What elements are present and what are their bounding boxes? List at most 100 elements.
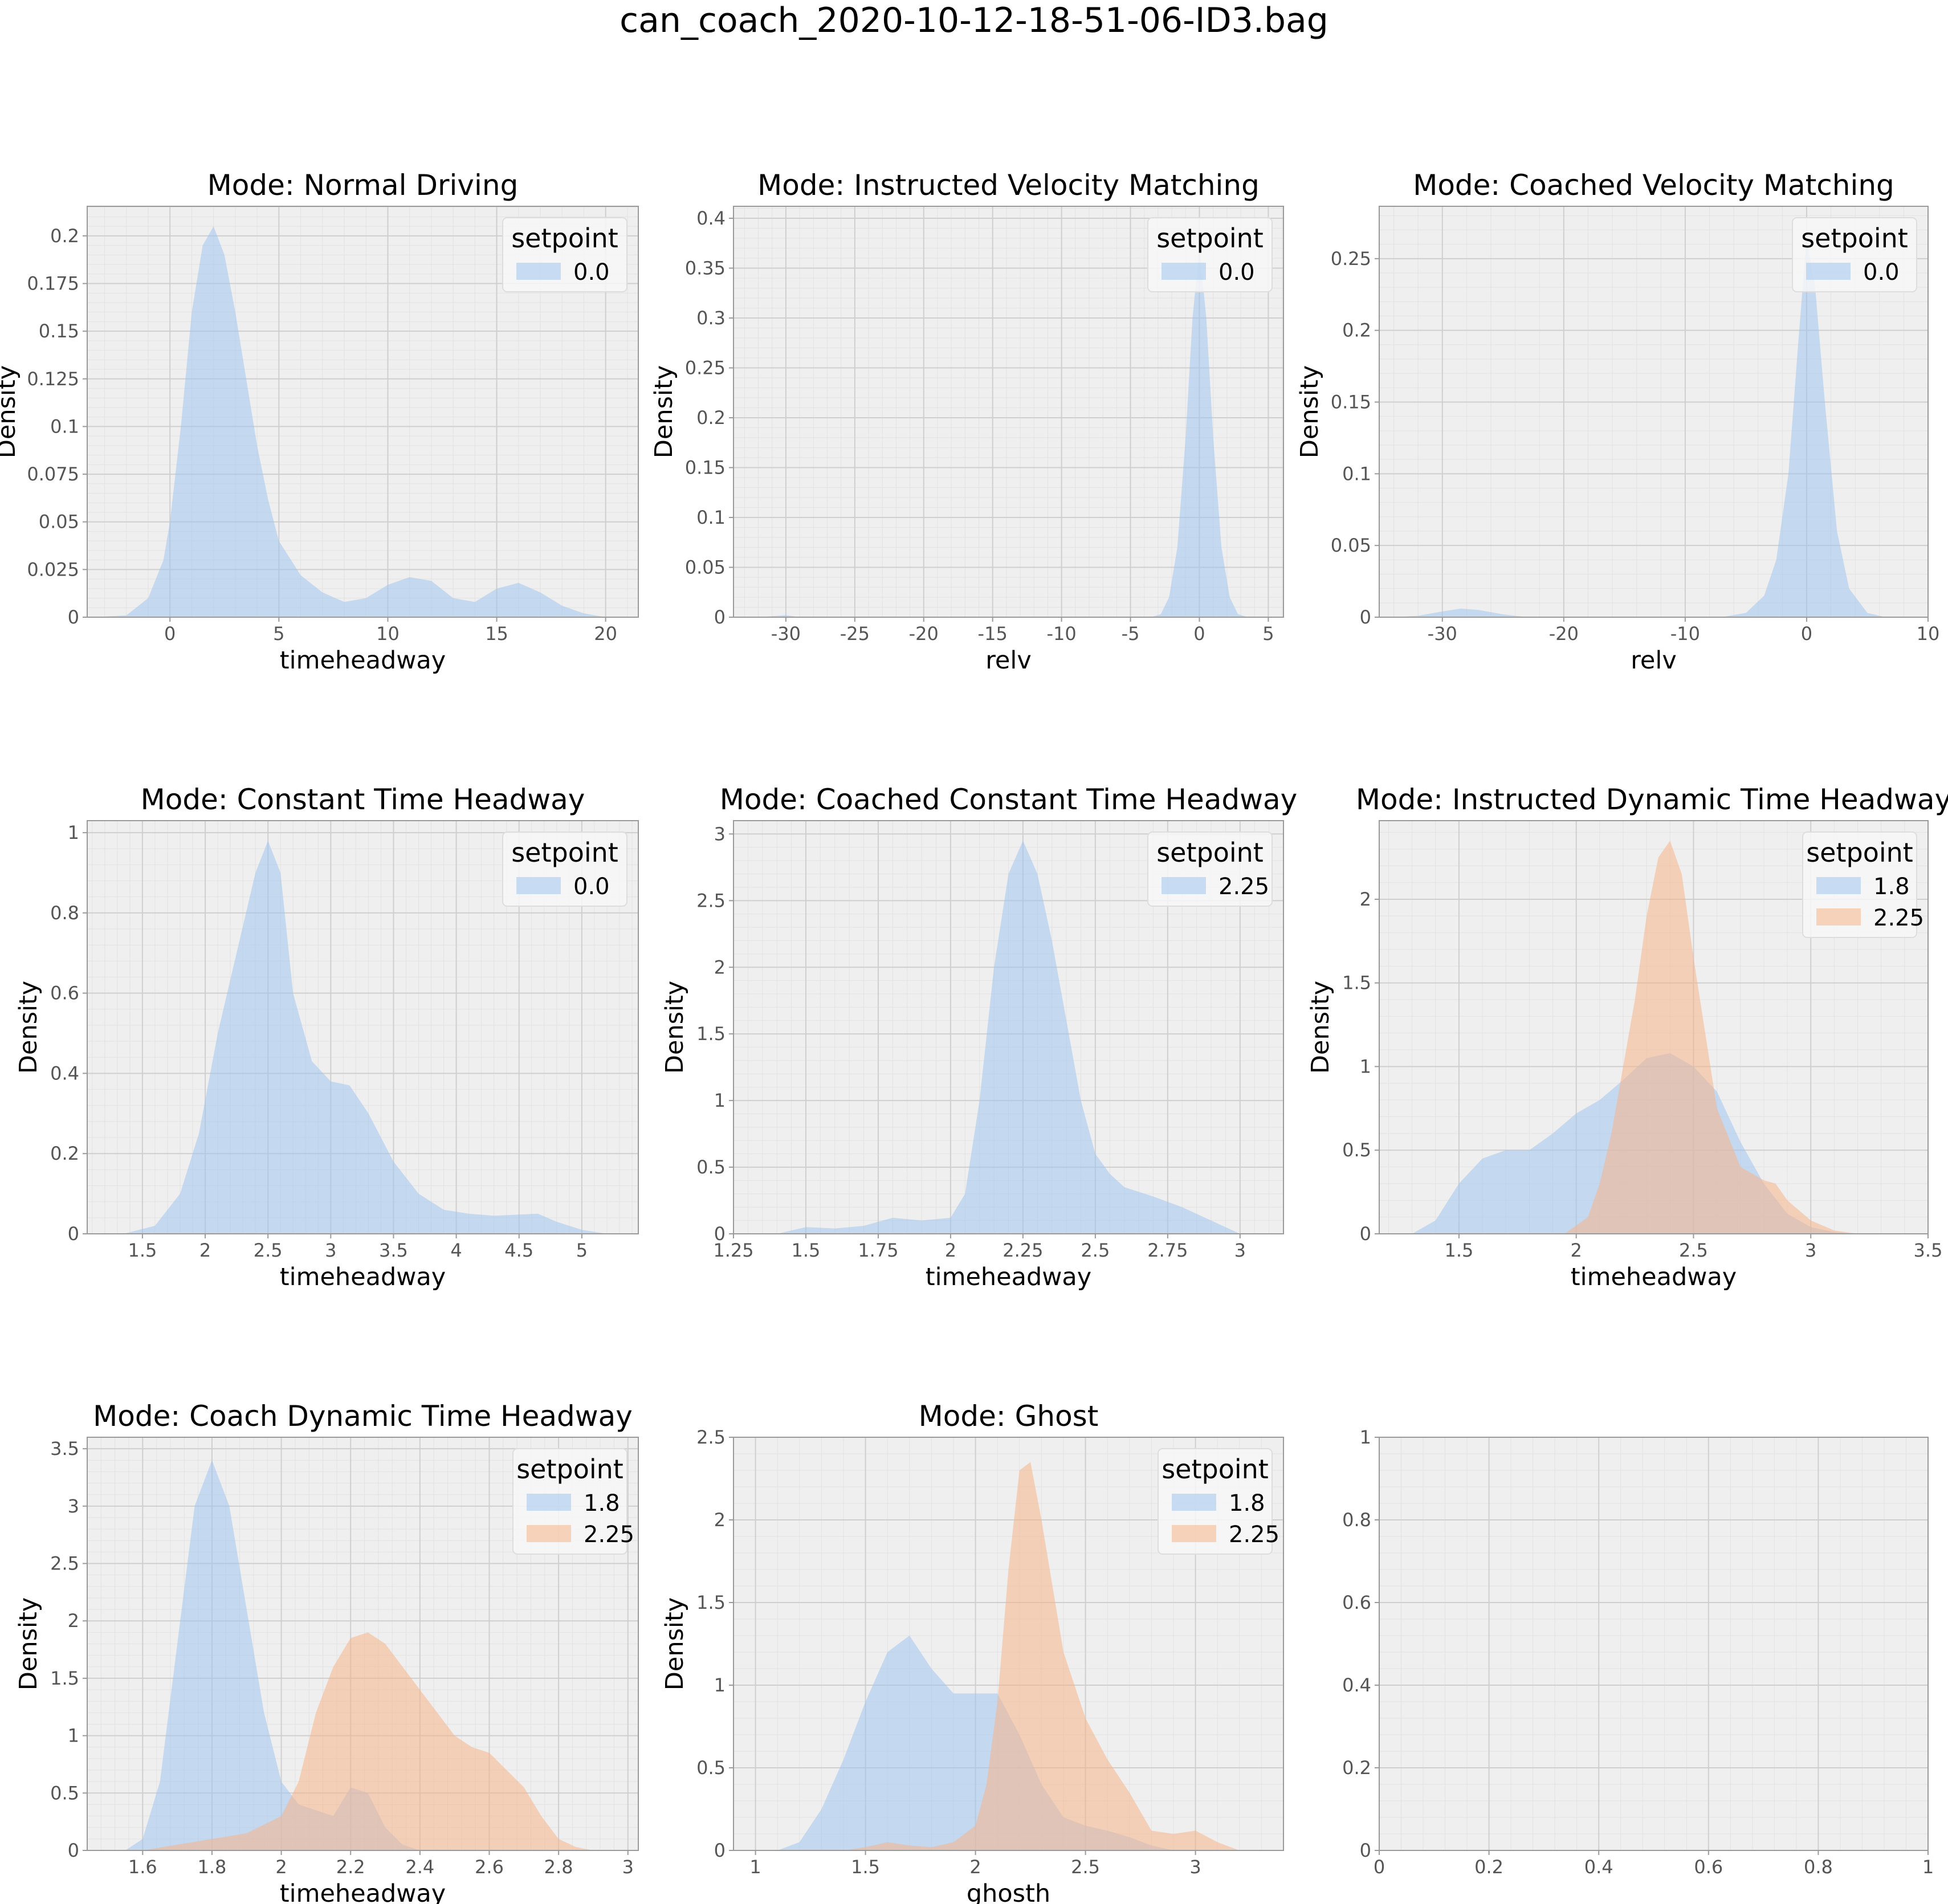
y-tick-label: 0.6 (1342, 1592, 1371, 1613)
y-tick-label: 1.5 (696, 1023, 726, 1045)
x-tick-label: 1.5 (792, 1240, 821, 1261)
axes-frame (733, 1437, 1284, 1851)
y-tick-label: 2 (68, 1610, 79, 1632)
y-tick-label: 0.2 (50, 1143, 79, 1164)
x-tick-label: 2.5 (1071, 1856, 1100, 1878)
series-group (1412, 841, 1858, 1234)
y-tick-label: 0.5 (50, 1782, 79, 1804)
x-tick-label: 2.75 (1147, 1240, 1188, 1261)
figure-title: can_coach_2020-10-12-18-51-06-ID3.bag (620, 1, 1328, 40)
y-tick-label: 0.25 (1331, 248, 1371, 270)
density-area-2.25 (843, 1462, 1240, 1850)
legend-entry-2.25: 2.25 (1873, 905, 1924, 931)
y-tick-label: 0.05 (39, 511, 79, 533)
series-group (123, 841, 607, 1234)
density-area-0.0 (93, 226, 606, 617)
panel-4: 1.5 2 2.5 3 3.5 4 4.5 5 0 0.2 0.4 0.6 0.8 1 Mode: Cons… (14, 783, 639, 1291)
legend-title: setpoint (516, 1454, 623, 1485)
density-area-2.25 (142, 1632, 593, 1850)
panel-3: -30 -20 -10 0 10 0 0.05 0.1 0.15 0.2 0.25 Mode: Coa… (1295, 169, 1939, 675)
y-tick-label: 0 (68, 1223, 79, 1245)
panel-1: 0 5 10 15 20 0 0.025 0.05 0.075 0.1 0.125 0.15 0.175… (0, 169, 639, 675)
y-tick-label: 0.1 (696, 507, 726, 528)
density-area-2.25 (1564, 841, 1858, 1234)
y-tick-label: 0.15 (685, 457, 726, 479)
axes-frame (87, 1437, 639, 1851)
axes-frame (733, 820, 1284, 1234)
legend: setpoint 0.0 (502, 831, 627, 907)
legend-title: setpoint (1801, 223, 1908, 254)
y-tick-label: 0.4 (696, 207, 726, 229)
legend-title: setpoint (1156, 837, 1264, 868)
panel-title: Mode: Ghost (919, 1400, 1099, 1433)
y-axis-label: Density (1306, 981, 1335, 1074)
y-tick-label: 0.2 (1342, 320, 1371, 341)
panel-title: Mode: Normal Driving (207, 169, 519, 202)
x-tick-label: -20 (909, 623, 939, 645)
x-tick-label: -25 (840, 623, 870, 645)
axes-frame (1379, 1437, 1929, 1851)
axes-frame (1379, 206, 1929, 618)
legend: setpoint 0.0 (1792, 217, 1917, 292)
density-area-1.8 (125, 1460, 420, 1850)
x-tick-label: 2.5 (1679, 1240, 1708, 1261)
x-tick-label: 3 (1189, 1856, 1201, 1878)
x-tick-label: 3 (325, 1240, 336, 1261)
legend-swatch-1.8 (1172, 1494, 1216, 1511)
y-tick-label: 0.8 (50, 902, 79, 924)
y-tick-label: 1 (714, 1674, 726, 1696)
panel-title: Mode: Constant Time Headway (141, 783, 585, 816)
legend-swatch-2.25 (527, 1525, 571, 1542)
y-tick-label: 0.1 (1342, 463, 1371, 484)
y-tick-label: 1.5 (1342, 972, 1371, 994)
panel-8: 1 1.5 2 2.5 3 0 0.5 1 1.5 2 2.5 Mode: Ghost ghosth De… (661, 1400, 1284, 1904)
x-tick-label: 20 (594, 623, 617, 645)
legend-swatch-1.8 (527, 1494, 571, 1511)
legend-swatch-0.0 (516, 263, 561, 280)
x-tick-label: 10 (1917, 623, 1940, 645)
legend-entry-1.8: 1.8 (584, 1490, 620, 1516)
legend-swatch-0.0 (1162, 263, 1206, 280)
y-tick-label: 1 (1360, 1055, 1371, 1077)
legend-entry-2.25: 2.25 (1218, 874, 1269, 900)
y-tick-label: 0.15 (1331, 392, 1371, 413)
panel-6: 1.5 2 2.5 3 3.5 0 0.5 1 1.5 2 Mode: Instructed Dyn… (1306, 783, 1948, 1291)
x-tick-label: 3 (1234, 1240, 1246, 1261)
y-tick-label: 0 (714, 606, 726, 628)
x-tick-label: 1.5 (1444, 1240, 1473, 1261)
series-group (93, 226, 606, 617)
y-tick-label: 0.4 (1342, 1674, 1371, 1696)
x-tick-label: 4.5 (504, 1240, 533, 1261)
x-tick-label: 3.5 (379, 1240, 408, 1261)
panel-title: Mode: Coach Dynamic Time Headway (93, 1400, 633, 1433)
legend-swatch-2.25 (1816, 908, 1861, 926)
x-tick-label: 1.5 (128, 1240, 157, 1261)
x-tick-label: 2.5 (1081, 1240, 1110, 1261)
y-tick-label: 0.4 (50, 1062, 79, 1084)
x-tick-label: 0.4 (1584, 1856, 1613, 1878)
panel-5: 1.25 1.5 1.75 2 2.25 2.5 2.75 3 0 0.5 1 1.5 2 2.5 3 Mod… (661, 783, 1297, 1291)
y-axis-label: Density (1295, 365, 1324, 458)
y-tick-label: 0.025 (27, 558, 79, 580)
legend: setpoint 2.25 (1147, 831, 1273, 907)
legend: setpoint 1.8 2.25 (512, 1448, 634, 1555)
x-tick-label: 0 (1374, 1856, 1385, 1878)
x-tick-label: 3 (622, 1856, 634, 1878)
y-axis-label: Density (650, 365, 678, 458)
legend-entry-0.0: 0.0 (1218, 259, 1255, 286)
legend-swatch-0.0 (516, 877, 561, 894)
legend-title: setpoint (511, 223, 618, 254)
legend-title: setpoint (1162, 1454, 1269, 1485)
series-group (1393, 237, 1886, 617)
y-tick-label: 3.5 (50, 1438, 79, 1459)
x-tick-label: 0 (1193, 623, 1205, 645)
x-axis-label: relv (985, 646, 1032, 675)
legend-title: setpoint (1806, 837, 1913, 868)
y-axis-label: Density (661, 1597, 689, 1690)
legend-swatch-0.0 (1806, 263, 1851, 280)
y-tick-label: 0.15 (39, 320, 79, 342)
x-tick-label: -20 (1549, 623, 1579, 645)
x-tick-label: 2.5 (254, 1240, 283, 1261)
x-tick-label: 2.6 (475, 1856, 504, 1878)
y-tick-label: 0.075 (27, 463, 79, 485)
